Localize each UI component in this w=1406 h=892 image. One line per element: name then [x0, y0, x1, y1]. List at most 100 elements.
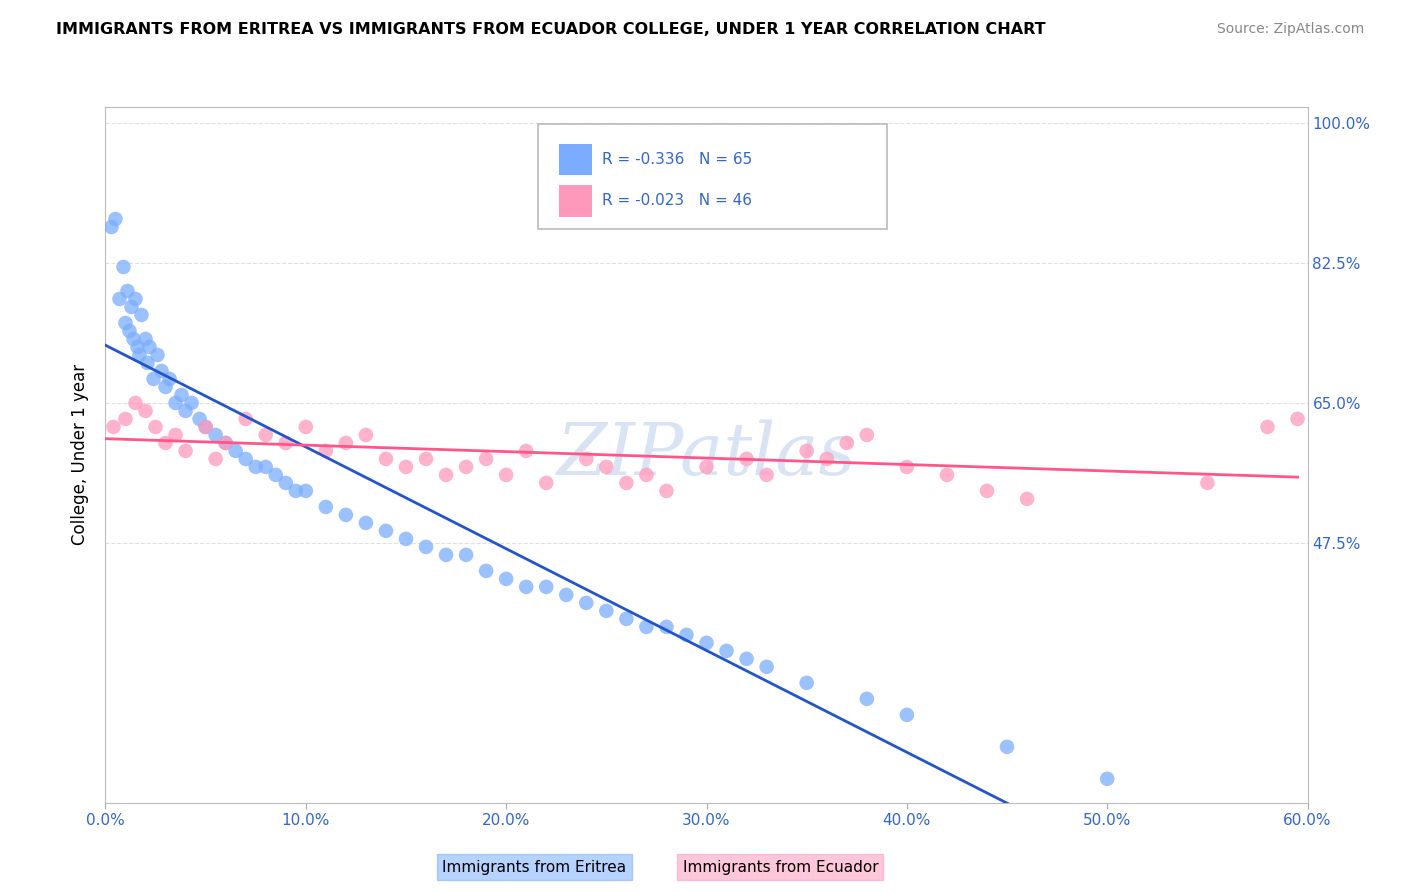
Point — [235, 412, 257, 426]
Point — [936, 467, 959, 482]
Point — [254, 428, 277, 442]
Point — [335, 508, 357, 522]
Point — [135, 404, 157, 418]
Point — [696, 459, 718, 474]
Point — [475, 451, 498, 466]
Point — [145, 420, 167, 434]
Point — [204, 451, 226, 466]
Point — [146, 348, 169, 362]
Point — [122, 332, 145, 346]
Point — [616, 612, 638, 626]
Point — [188, 412, 211, 426]
Point — [254, 459, 277, 474]
Point — [655, 620, 678, 634]
Point — [135, 332, 157, 346]
Text: R = -0.336   N = 65: R = -0.336 N = 65 — [602, 152, 752, 167]
Point — [595, 604, 617, 618]
Point — [415, 451, 437, 466]
FancyBboxPatch shape — [538, 124, 887, 229]
Point — [112, 260, 135, 274]
Point — [495, 467, 517, 482]
Point — [395, 532, 418, 546]
Point — [174, 444, 197, 458]
Point — [194, 420, 217, 434]
Point — [1257, 420, 1279, 434]
Point — [245, 459, 267, 474]
Point — [434, 548, 457, 562]
Point — [315, 500, 337, 514]
Point — [180, 396, 202, 410]
Point — [124, 396, 146, 410]
Point — [855, 428, 877, 442]
Point — [117, 284, 139, 298]
Point — [274, 475, 297, 490]
Point — [855, 691, 877, 706]
Point — [295, 483, 318, 498]
Point — [204, 428, 226, 442]
Point — [165, 396, 187, 410]
Point — [170, 388, 193, 402]
Point — [755, 467, 778, 482]
Point — [636, 620, 658, 634]
Point — [735, 652, 758, 666]
Point — [315, 444, 337, 458]
Point — [136, 356, 159, 370]
Point — [131, 308, 153, 322]
Point — [475, 564, 498, 578]
Point — [515, 580, 537, 594]
Point — [127, 340, 149, 354]
Point — [235, 451, 257, 466]
Text: R = -0.023   N = 46: R = -0.023 N = 46 — [602, 194, 752, 209]
Point — [636, 467, 658, 482]
Point — [995, 739, 1018, 754]
Point — [225, 444, 247, 458]
Text: Source: ZipAtlas.com: Source: ZipAtlas.com — [1216, 22, 1364, 37]
Point — [155, 436, 177, 450]
Point — [103, 420, 125, 434]
Point — [104, 212, 127, 227]
Point — [354, 516, 377, 530]
Point — [155, 380, 177, 394]
Point — [264, 467, 287, 482]
Point — [575, 596, 598, 610]
Point — [128, 348, 150, 362]
Text: IMMIGRANTS FROM ERITREA VS IMMIGRANTS FROM ECUADOR COLLEGE, UNDER 1 YEAR CORRELA: IMMIGRANTS FROM ERITREA VS IMMIGRANTS FR… — [56, 22, 1046, 37]
Point — [534, 580, 557, 594]
Point — [1097, 772, 1119, 786]
Point — [655, 483, 678, 498]
Point — [796, 444, 818, 458]
Point — [118, 324, 141, 338]
Point — [616, 475, 638, 490]
Point — [395, 459, 418, 474]
Point — [835, 436, 858, 450]
Point — [100, 219, 122, 234]
Point — [124, 292, 146, 306]
Point — [374, 451, 398, 466]
Point — [495, 572, 517, 586]
Point — [165, 428, 187, 442]
Point — [575, 451, 598, 466]
Point — [555, 588, 578, 602]
Point — [150, 364, 173, 378]
Point — [214, 436, 236, 450]
Point — [284, 483, 307, 498]
Point — [896, 707, 918, 722]
Point — [735, 451, 758, 466]
Point — [534, 475, 557, 490]
Point — [274, 436, 297, 450]
Point — [295, 420, 318, 434]
Point — [108, 292, 131, 306]
Point — [716, 644, 738, 658]
Point — [515, 444, 537, 458]
Point — [194, 420, 217, 434]
Point — [174, 404, 197, 418]
Point — [896, 459, 918, 474]
Text: ZIPatlas: ZIPatlas — [557, 419, 856, 491]
Point — [114, 412, 136, 426]
Point — [138, 340, 160, 354]
Point — [755, 660, 778, 674]
Bar — [558, 144, 592, 175]
Point — [415, 540, 437, 554]
Text: Immigrants from Eritrea: Immigrants from Eritrea — [443, 860, 626, 874]
Point — [1015, 491, 1038, 506]
